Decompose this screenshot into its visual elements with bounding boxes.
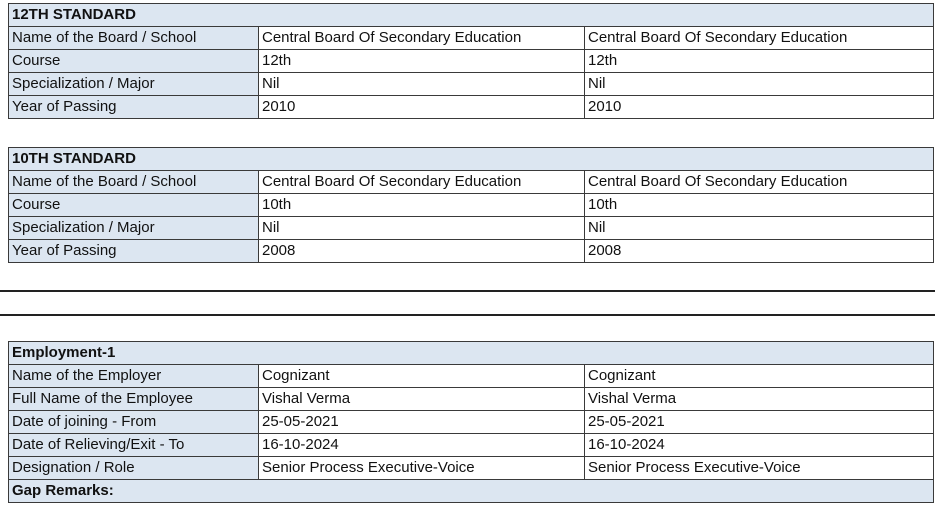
table-row: Full Name of the Employee Vishal Verma V… [8, 387, 935, 411]
table-row: Date of joining - From 25-05-2021 25-05-… [8, 410, 935, 434]
table-row: Course 10th 10th [8, 193, 935, 217]
table-row: Name of the Board / School Central Board… [8, 170, 935, 194]
table-row: Designation / Role Senior Process Execut… [8, 456, 935, 480]
row-value-verified: Vishal Verma [583, 387, 935, 411]
row-value: Vishal Verma [258, 387, 585, 411]
row-label: Year of Passing [8, 239, 259, 263]
row-value-verified: Nil [583, 72, 935, 96]
row-value: Senior Process Executive-Voice [258, 456, 585, 480]
table-row: Name of the Employer Cognizant Cognizant [8, 364, 935, 388]
row-value-verified: 25-05-2021 [583, 410, 935, 434]
section-divider [0, 290, 935, 292]
table-10th-standard: 10TH STANDARD Name of the Board / School… [7, 147, 935, 263]
row-label: Date of joining - From [8, 410, 259, 434]
row-value: Central Board Of Secondary Education [258, 26, 585, 50]
table-row: Year of Passing 2008 2008 [8, 239, 935, 263]
row-label: Year of Passing [8, 95, 259, 119]
table-row: Date of Relieving/Exit - To 16-10-2024 1… [8, 433, 935, 457]
row-value: 12th [258, 49, 585, 73]
row-label: Name of the Board / School [8, 170, 259, 194]
row-value: Central Board Of Secondary Education [258, 170, 585, 194]
row-label: Date of Relieving/Exit - To [8, 433, 259, 457]
row-value-verified: Senior Process Executive-Voice [583, 456, 935, 480]
row-value-verified: Central Board Of Secondary Education [583, 170, 935, 194]
row-value: 10th [258, 193, 585, 217]
row-value-verified: 16-10-2024 [583, 433, 935, 457]
row-value-verified: Central Board Of Secondary Education [583, 26, 935, 50]
row-value: 16-10-2024 [258, 433, 585, 457]
row-value: Nil [258, 216, 585, 240]
row-label: Course [8, 49, 259, 73]
row-value-verified: 2010 [583, 95, 935, 119]
table-row: Specialization / Major Nil Nil [8, 72, 935, 96]
row-value: 2010 [258, 95, 585, 119]
table-row: Specialization / Major Nil Nil [8, 216, 935, 240]
row-label: Designation / Role [8, 456, 259, 480]
row-value-verified: 2008 [583, 239, 935, 263]
row-value-verified: Cognizant [583, 364, 935, 388]
row-label: Full Name of the Employee [8, 387, 259, 411]
row-value: 2008 [258, 239, 585, 263]
table-row: Year of Passing 2010 2010 [8, 95, 935, 119]
table-12th-standard: 12TH STANDARD Name of the Board / School… [7, 3, 935, 119]
section-divider [0, 314, 935, 316]
table-employment-1: Employment-1 Name of the Employer Cogniz… [7, 341, 935, 503]
section-title: Employment-1 [7, 341, 935, 365]
gap-remarks-label: Gap Remarks: [7, 479, 935, 503]
row-label: Name of the Board / School [8, 26, 259, 50]
row-value-verified: Nil [583, 216, 935, 240]
row-value-verified: 12th [583, 49, 935, 73]
row-label: Specialization / Major [8, 216, 259, 240]
row-value-verified: 10th [583, 193, 935, 217]
section-title: 10TH STANDARD [7, 147, 935, 171]
table-row: Course 12th 12th [8, 49, 935, 73]
row-label: Specialization / Major [8, 72, 259, 96]
row-value: Nil [258, 72, 585, 96]
section-title: 12TH STANDARD [7, 3, 935, 27]
row-label: Name of the Employer [8, 364, 259, 388]
row-label: Course [8, 193, 259, 217]
table-row: Name of the Board / School Central Board… [8, 26, 935, 50]
row-value: 25-05-2021 [258, 410, 585, 434]
row-value: Cognizant [258, 364, 585, 388]
